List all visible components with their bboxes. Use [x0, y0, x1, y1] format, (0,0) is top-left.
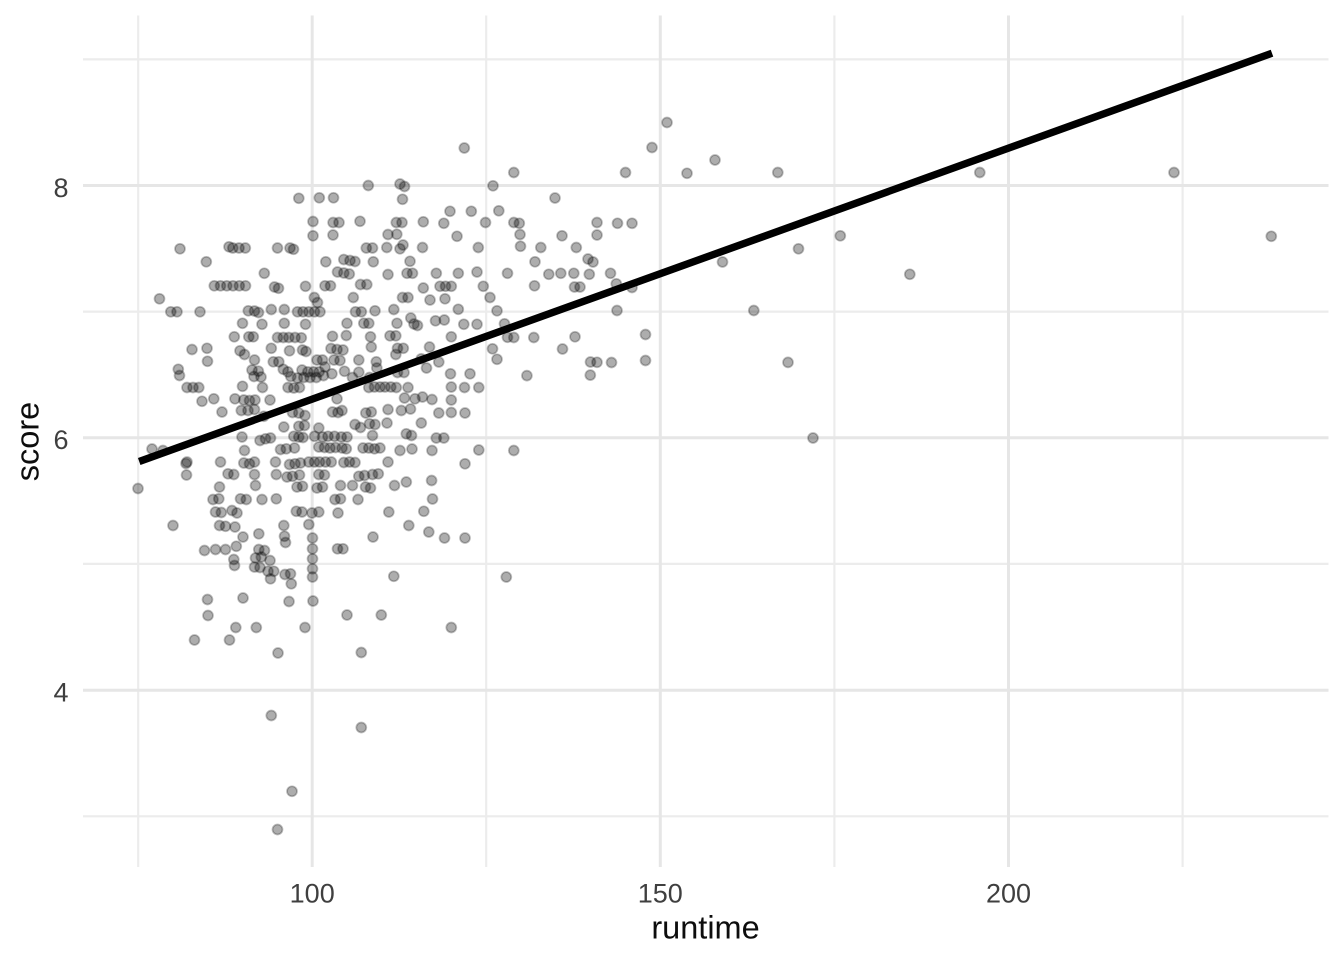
svg-text:6: 6: [53, 425, 68, 455]
svg-text:100: 100: [290, 879, 335, 909]
svg-text:score: score: [10, 402, 46, 481]
svg-text:runtime: runtime: [651, 910, 759, 946]
svg-text:4: 4: [53, 677, 68, 707]
svg-text:150: 150: [638, 879, 683, 909]
svg-text:200: 200: [986, 879, 1031, 909]
svg-text:8: 8: [53, 173, 68, 203]
